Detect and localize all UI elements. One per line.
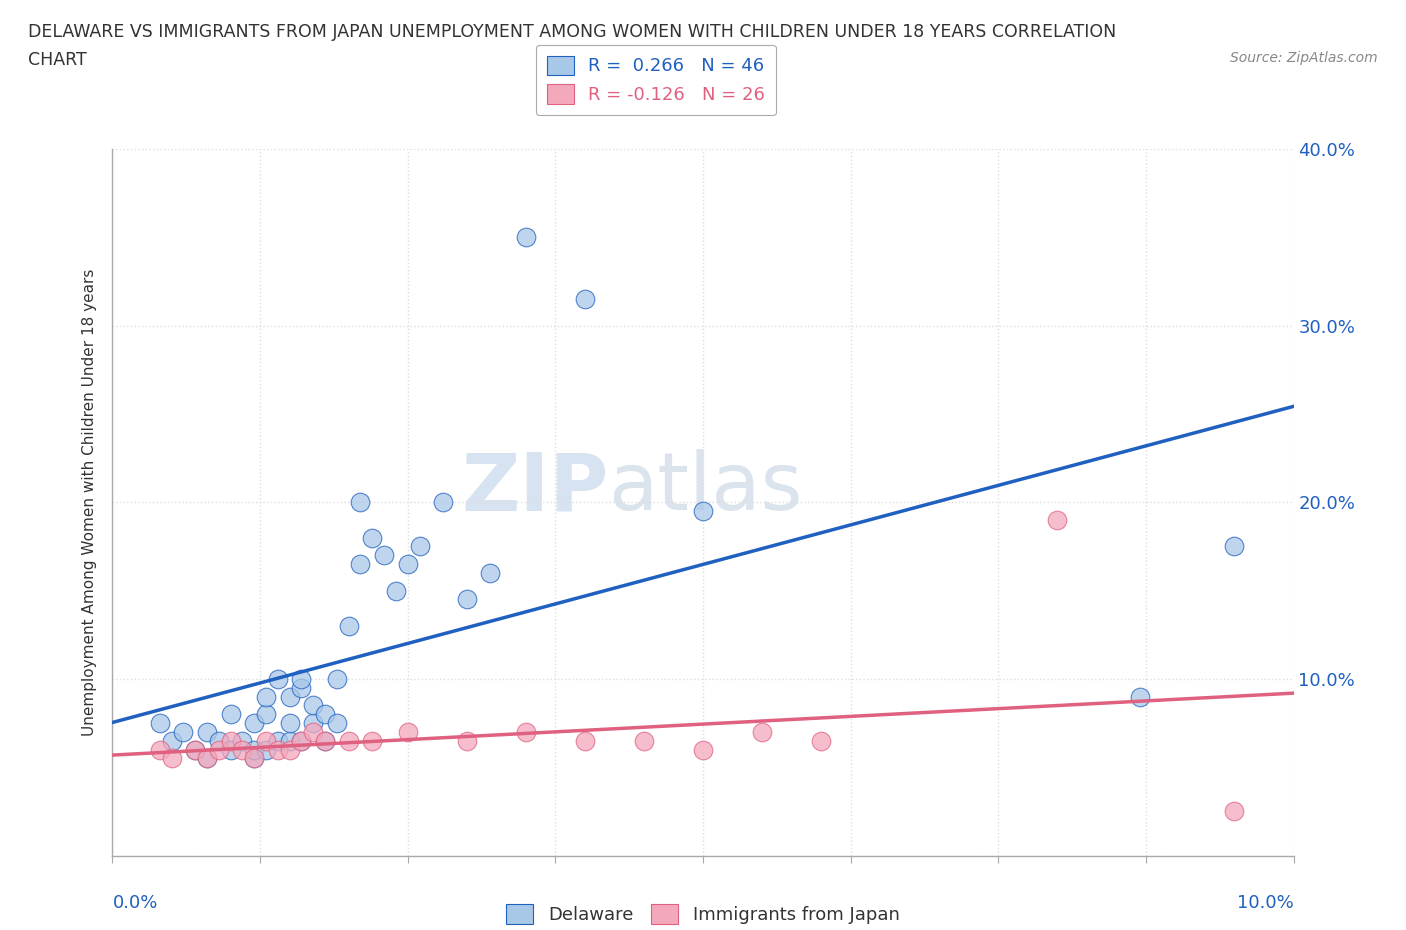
Point xyxy=(219,707,242,722)
Point xyxy=(302,698,325,712)
Text: DELAWARE VS IMMIGRANTS FROM JAPAN UNEMPLOYMENT AMONG WOMEN WITH CHILDREN UNDER 1: DELAWARE VS IMMIGRANTS FROM JAPAN UNEMPL… xyxy=(28,23,1116,41)
Text: ZIP: ZIP xyxy=(461,449,609,527)
Point xyxy=(1129,689,1152,704)
Point xyxy=(396,556,419,571)
Point xyxy=(254,742,277,757)
Point xyxy=(326,671,349,686)
Point xyxy=(254,733,277,748)
Point xyxy=(408,539,430,554)
Point xyxy=(195,751,218,766)
Point xyxy=(160,733,183,748)
Point xyxy=(432,495,454,510)
Point xyxy=(302,716,325,731)
Point xyxy=(361,530,384,545)
Point xyxy=(149,716,172,731)
Point xyxy=(633,733,655,748)
Point xyxy=(574,733,596,748)
Point xyxy=(254,707,277,722)
Point xyxy=(361,733,384,748)
Point xyxy=(278,733,301,748)
Point xyxy=(267,733,290,748)
Point xyxy=(290,681,312,696)
Point xyxy=(810,733,832,748)
Point xyxy=(208,733,231,748)
Point xyxy=(184,742,207,757)
Point xyxy=(254,689,277,704)
Point xyxy=(172,724,194,739)
Point xyxy=(231,742,253,757)
Point xyxy=(515,724,537,739)
Point xyxy=(290,733,312,748)
Point xyxy=(195,751,218,766)
Point xyxy=(337,733,360,748)
Point xyxy=(267,671,290,686)
Point xyxy=(515,230,537,245)
Point xyxy=(456,733,478,748)
Text: 10.0%: 10.0% xyxy=(1237,895,1294,912)
Point xyxy=(219,733,242,748)
Point xyxy=(1046,512,1069,527)
Legend: Delaware, Immigrants from Japan: Delaware, Immigrants from Japan xyxy=(499,897,907,930)
Point xyxy=(349,556,371,571)
Point xyxy=(243,751,266,766)
Point xyxy=(278,716,301,731)
Point xyxy=(574,292,596,307)
Point xyxy=(692,504,714,519)
Text: CHART: CHART xyxy=(28,51,87,69)
Point xyxy=(373,548,395,563)
Point xyxy=(278,689,301,704)
Point xyxy=(349,495,371,510)
Point xyxy=(208,742,231,757)
Point xyxy=(290,733,312,748)
Point xyxy=(278,742,301,757)
Point xyxy=(337,618,360,633)
Y-axis label: Unemployment Among Women with Children Under 18 years: Unemployment Among Women with Children U… xyxy=(82,269,97,736)
Point xyxy=(314,707,336,722)
Point xyxy=(149,742,172,757)
Point xyxy=(243,742,266,757)
Point xyxy=(385,583,408,598)
Point xyxy=(219,742,242,757)
Point xyxy=(160,751,183,766)
Point xyxy=(243,716,266,731)
Point xyxy=(184,742,207,757)
Text: Source: ZipAtlas.com: Source: ZipAtlas.com xyxy=(1230,51,1378,65)
Point xyxy=(1223,804,1246,819)
Point xyxy=(195,724,218,739)
Point xyxy=(1223,539,1246,554)
Point xyxy=(267,742,290,757)
Point xyxy=(314,733,336,748)
Point xyxy=(231,733,253,748)
Point xyxy=(479,565,502,580)
Point xyxy=(456,592,478,607)
Point xyxy=(243,751,266,766)
Point xyxy=(302,724,325,739)
Text: atlas: atlas xyxy=(609,449,803,527)
Point xyxy=(751,724,773,739)
Point xyxy=(314,733,336,748)
Point xyxy=(326,716,349,731)
Point xyxy=(692,742,714,757)
Point xyxy=(396,724,419,739)
Point xyxy=(290,671,312,686)
Text: 0.0%: 0.0% xyxy=(112,895,157,912)
